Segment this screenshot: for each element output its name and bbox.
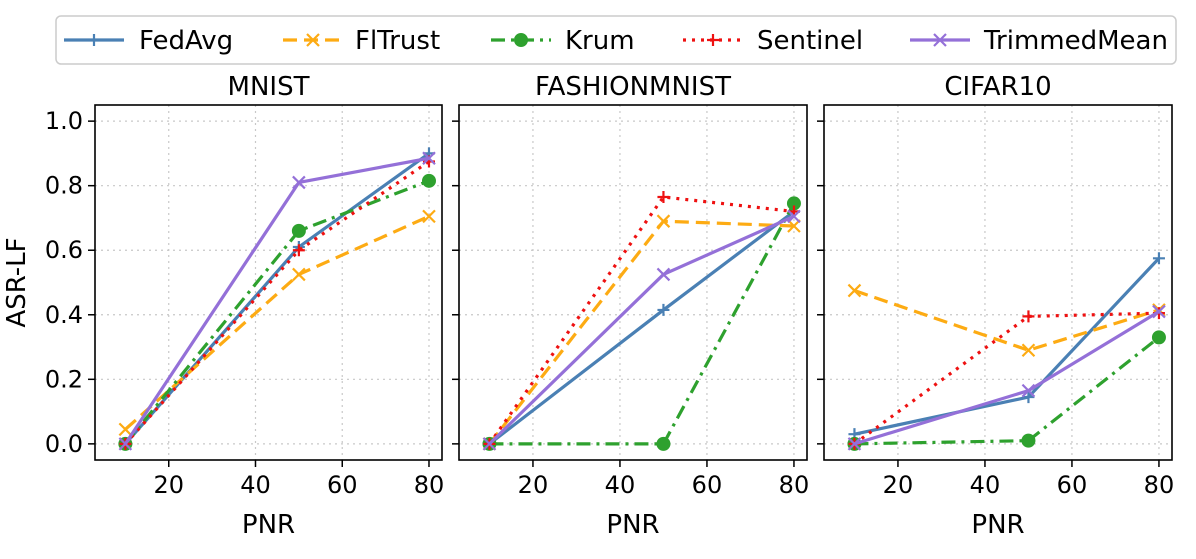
panel-cifar10: 20 40 60 80 CIFAR10 PNR [817, 72, 1174, 540]
data-point [291, 223, 306, 238]
x-tick-label: 40 [240, 471, 271, 499]
legend-item-fedavg: FedAvg [64, 26, 233, 56]
x-tick-label: 80 [1144, 471, 1175, 499]
data-point [422, 151, 436, 166]
series-fltrust [118, 209, 436, 437]
data-point [847, 437, 862, 451]
data-point [656, 436, 671, 451]
legend-item-sentinel: Sentinel [683, 26, 863, 56]
legend-label: Krum [565, 26, 635, 56]
series-fedavg [483, 205, 800, 450]
data-point [657, 303, 670, 316]
panel-mnist: 20 40 60 80 0.0 0.2 0.4 0.6 0.8 1.0 MNIST PNR [45, 72, 444, 540]
x-tick-label: 60 [1057, 471, 1088, 499]
data-point [787, 219, 801, 233]
x-axis-label: PNR [971, 510, 1024, 540]
data-point [1021, 433, 1036, 448]
series-sentinel [119, 155, 435, 450]
series-line [124, 160, 430, 445]
x-tick-label: 60 [327, 471, 358, 499]
series-fltrust [482, 214, 801, 451]
series-sentinel [848, 307, 1165, 450]
panel-frame [823, 104, 1173, 461]
data-point [847, 283, 862, 298]
data-point [1021, 383, 1036, 398]
y-tick-label: 0.6 [45, 236, 83, 264]
legend-label: Sentinel [757, 26, 863, 56]
legend-marker [933, 33, 947, 47]
series-line [124, 214, 430, 431]
data-point [656, 267, 671, 282]
series-line [854, 336, 1160, 446]
data-point [1151, 330, 1166, 345]
data-point [292, 175, 306, 190]
series-line [488, 210, 795, 446]
data-point [421, 173, 436, 188]
data-point [657, 190, 670, 203]
series-trimmedmean [118, 151, 436, 451]
data-point [1152, 252, 1165, 265]
legend-marker [88, 34, 100, 46]
data-point [1021, 343, 1036, 358]
x-tick-label: 80 [779, 471, 810, 499]
data-point [787, 209, 801, 224]
data-point [656, 214, 671, 228]
data-point [292, 244, 305, 257]
y-tick-label: 0.4 [45, 301, 83, 329]
x-tick-label: 40 [970, 471, 1001, 499]
y-tick-label: 1.0 [45, 107, 83, 135]
legend-marker [306, 33, 320, 47]
data-point [118, 422, 133, 437]
data-point [1152, 304, 1166, 319]
y-axis-label: ASR-LF [2, 237, 32, 327]
series-line [124, 156, 430, 445]
x-tick-label: 60 [692, 471, 723, 499]
series-fedavg [119, 147, 435, 450]
x-tick-label: 40 [605, 471, 636, 499]
legend-item-krum: Krum [491, 26, 635, 56]
panel-frame [458, 104, 808, 461]
x-tick-label: 20 [153, 471, 184, 499]
series-line [124, 152, 430, 445]
series-line [854, 257, 1161, 436]
data-point [422, 209, 436, 224]
series-trimmedmean [847, 304, 1166, 451]
data-point [1022, 391, 1035, 404]
y-tick-label: 0.8 [45, 172, 83, 200]
data-point [292, 267, 306, 282]
series-fedavg [848, 252, 1165, 441]
panel-title: MNIST [228, 72, 310, 102]
legend: FedAvg FlTrust Krum Sentinel TrimmedMean [55, 15, 1177, 65]
x-axis-label: PNR [242, 510, 295, 540]
legend-marker [514, 33, 528, 47]
legend-box [55, 15, 1177, 65]
x-tick-label: 20 [883, 471, 914, 499]
x-tick-label: 80 [414, 471, 445, 499]
y-tick-label: 0.2 [45, 365, 83, 393]
legend-item-fltrust: FlTrust [283, 26, 440, 56]
x-axis-label: PNR [606, 510, 659, 540]
legend-label: TrimmedMean [983, 26, 1168, 56]
series-line [488, 195, 795, 445]
panel-fashionmnist: 20 40 60 80 FASHIONMNIST PNR [452, 72, 809, 540]
series-line [853, 289, 1160, 352]
legend-label: FedAvg [139, 26, 233, 56]
data-point [118, 437, 133, 451]
data-point [1022, 310, 1035, 323]
data-point [482, 437, 497, 451]
x-tick-label: 20 [518, 471, 549, 499]
series-fltrust [847, 283, 1166, 358]
legend-marker [707, 34, 719, 46]
legend-label: FlTrust [355, 26, 440, 56]
series-trimmedmean [482, 209, 801, 451]
panel-title: FASHIONMNIST [535, 72, 731, 102]
panel-frame [94, 104, 443, 461]
legend-item-trimmedmean: TrimmedMean [910, 26, 1168, 56]
panel-title: CIFAR10 [944, 72, 1051, 102]
series-line [124, 179, 430, 445]
y-tick-label: 0.0 [45, 430, 83, 458]
